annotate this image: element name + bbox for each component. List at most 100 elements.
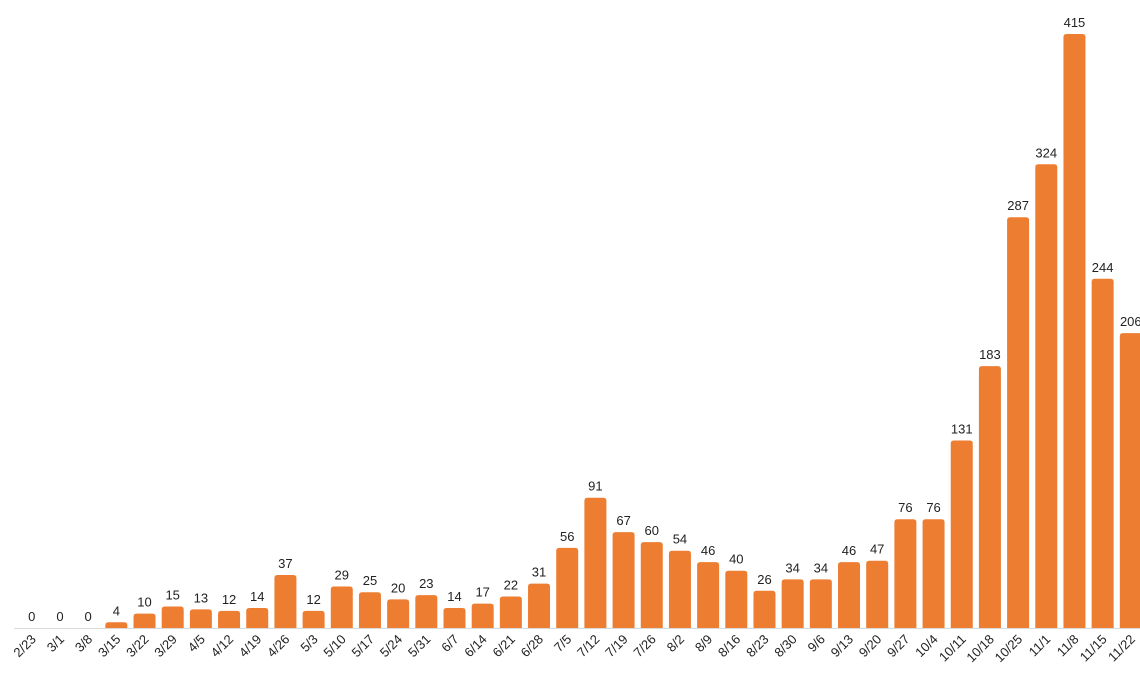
category-label-10/18: 10/18 — [963, 632, 997, 666]
value-label-3/29: 15 — [165, 588, 179, 603]
value-label-4/5: 13 — [194, 590, 208, 605]
value-label-9/13: 46 — [842, 543, 856, 558]
bar-6/7 — [443, 607, 466, 628]
bar-3/29 — [161, 606, 184, 628]
category-label-6/14: 6/14 — [461, 632, 490, 661]
bar-4/19 — [246, 607, 269, 628]
value-label-3/22: 10 — [137, 595, 151, 610]
bar-10/4 — [922, 519, 945, 628]
category-label-4/26: 4/26 — [264, 632, 293, 661]
value-label-5/3: 12 — [306, 592, 320, 607]
category-label-6/7: 6/7 — [438, 632, 461, 655]
value-label-7/12: 91 — [588, 479, 602, 494]
bar-8/9 — [697, 562, 720, 628]
category-label-10/11: 10/11 — [936, 632, 969, 665]
value-label-8/16: 40 — [729, 552, 743, 567]
bar-3/22 — [133, 613, 156, 628]
bar-5/31 — [415, 595, 438, 628]
bar-11/1 — [1035, 164, 1058, 628]
bar-9/13 — [838, 562, 861, 628]
category-label-7/26: 7/26 — [630, 632, 659, 661]
bar-6/14 — [471, 603, 494, 628]
bar-4/26 — [274, 575, 297, 628]
value-label-5/10: 29 — [335, 567, 349, 582]
bar-8/16 — [725, 570, 748, 628]
bar-5/17 — [358, 592, 381, 628]
category-label-8/30: 8/30 — [771, 632, 800, 661]
category-label-11/15: 11/15 — [1077, 632, 1110, 665]
category-label-7/5: 7/5 — [551, 632, 574, 655]
category-label-3/29: 3/29 — [151, 632, 180, 661]
value-label-3/15: 4 — [113, 603, 120, 618]
bar-10/25 — [1007, 217, 1030, 628]
category-label-8/2: 8/2 — [664, 632, 687, 655]
category-label-10/25: 10/25 — [992, 632, 1026, 666]
value-label-8/23: 26 — [757, 572, 771, 587]
category-label-8/16: 8/16 — [715, 632, 744, 661]
category-label-3/22: 3/22 — [123, 632, 152, 661]
category-label-7/19: 7/19 — [602, 632, 631, 661]
value-label-5/24: 20 — [391, 580, 405, 595]
value-label-10/11: 131 — [951, 421, 973, 436]
bar-11/22 — [1119, 333, 1140, 628]
category-label-5/10: 5/10 — [320, 632, 349, 661]
bar-9/6 — [809, 579, 832, 628]
category-label-11/22: 11/22 — [1105, 632, 1138, 665]
bars-group — [105, 34, 1140, 628]
bar-7/5 — [556, 547, 579, 628]
bar-9/20 — [866, 560, 889, 628]
value-label-2/23: 0 — [28, 609, 35, 624]
bar-9/27 — [894, 519, 917, 628]
value-label-6/7: 14 — [447, 589, 461, 604]
bar-11/15 — [1091, 278, 1114, 628]
bar-7/19 — [612, 532, 635, 628]
value-label-11/15: 244 — [1092, 260, 1114, 275]
value-label-10/4: 76 — [926, 500, 940, 515]
value-label-8/2: 54 — [673, 532, 687, 547]
value-label-4/12: 12 — [222, 592, 236, 607]
category-label-11/1: 11/1 — [1026, 632, 1054, 660]
value-label-3/8: 0 — [85, 609, 92, 624]
bar-4/12 — [218, 610, 241, 628]
bar-8/23 — [753, 590, 776, 628]
value-label-7/5: 56 — [560, 529, 574, 544]
category-labels-group: 2/23 3/1 3/8 3/15 3/22 3/29 4/5 4/12 4/19 4/26 5/3… — [10, 632, 1138, 666]
bar-11/8 — [1063, 34, 1086, 628]
value-label-4/26: 37 — [278, 556, 292, 571]
value-label-11/22: 206 — [1120, 314, 1140, 329]
value-label-10/25: 287 — [1007, 198, 1029, 213]
category-label-4/19: 4/19 — [236, 632, 265, 661]
value-label-9/27: 76 — [898, 500, 912, 515]
value-label-5/31: 23 — [419, 576, 433, 591]
value-label-9/20: 47 — [870, 542, 884, 557]
value-label-9/6: 34 — [814, 560, 828, 575]
bar-3/15 — [105, 622, 128, 628]
value-label-8/9: 46 — [701, 543, 715, 558]
category-label-4/12: 4/12 — [208, 632, 237, 661]
category-label-8/9: 8/9 — [692, 632, 715, 655]
value-label-10/18: 183 — [979, 347, 1001, 362]
bar-5/3 — [302, 610, 325, 628]
value-label-11/1: 324 — [1035, 145, 1057, 160]
category-label-9/13: 9/13 — [828, 632, 857, 661]
category-label-6/28: 6/28 — [518, 632, 547, 661]
bar-10/11 — [950, 440, 973, 628]
category-label-9/6: 9/6 — [805, 632, 828, 655]
category-label-6/21: 6/21 — [489, 632, 518, 661]
value-label-8/30: 34 — [785, 560, 799, 575]
bar-7/26 — [640, 542, 663, 628]
value-labels-group: 0 0 0 4 10 15 13 12 14 37 12 29 25 20 23 14 17 22 31 56 91 67… — [28, 15, 1140, 624]
category-label-8/23: 8/23 — [743, 632, 772, 661]
value-label-4/19: 14 — [250, 589, 264, 604]
category-label-9/27: 9/27 — [884, 632, 913, 661]
value-label-7/26: 60 — [645, 523, 659, 538]
bar-8/30 — [781, 579, 804, 628]
value-label-7/19: 67 — [616, 513, 630, 528]
bar-5/24 — [387, 599, 410, 628]
value-label-6/14: 17 — [475, 585, 489, 600]
bar-4/5 — [189, 609, 212, 628]
value-label-6/28: 31 — [532, 565, 546, 580]
value-label-3/1: 0 — [56, 609, 63, 624]
category-label-9/20: 9/20 — [856, 632, 885, 661]
